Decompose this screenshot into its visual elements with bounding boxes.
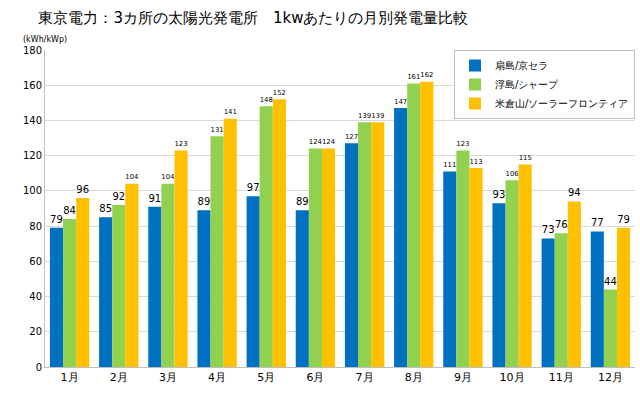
svg-text:6月: 6月 bbox=[306, 371, 324, 384]
svg-text:92: 92 bbox=[112, 191, 125, 202]
svg-text:147: 147 bbox=[394, 98, 407, 106]
svg-text:131: 131 bbox=[211, 126, 224, 134]
svg-text:89: 89 bbox=[296, 196, 309, 207]
svg-text:104: 104 bbox=[125, 173, 138, 181]
svg-text:米倉山/ソーラーフロンティア: 米倉山/ソーラーフロンティア bbox=[495, 98, 628, 109]
svg-text:1月: 1月 bbox=[61, 371, 79, 384]
svg-text:85: 85 bbox=[99, 203, 112, 214]
svg-text:(kWh/kWp): (kWh/kWp) bbox=[23, 35, 67, 44]
svg-text:162: 162 bbox=[420, 71, 433, 79]
svg-text:2月: 2月 bbox=[110, 371, 128, 384]
svg-text:扇島/京セラ: 扇島/京セラ bbox=[495, 60, 548, 71]
svg-text:3月: 3月 bbox=[159, 371, 177, 384]
svg-text:79: 79 bbox=[50, 214, 63, 225]
svg-text:93: 93 bbox=[493, 189, 506, 200]
svg-text:148: 148 bbox=[260, 96, 273, 104]
svg-text:127: 127 bbox=[345, 133, 358, 141]
svg-text:5月: 5月 bbox=[257, 371, 275, 384]
svg-text:115: 115 bbox=[519, 154, 532, 162]
svg-text:8月: 8月 bbox=[405, 371, 423, 384]
svg-text:124: 124 bbox=[322, 138, 335, 146]
svg-text:73: 73 bbox=[542, 224, 555, 235]
svg-text:160: 160 bbox=[23, 80, 42, 91]
svg-text:113: 113 bbox=[469, 158, 482, 166]
svg-text:96: 96 bbox=[76, 184, 89, 195]
svg-text:89: 89 bbox=[198, 196, 211, 207]
svg-text:180: 180 bbox=[23, 45, 42, 56]
svg-text:161: 161 bbox=[407, 73, 420, 81]
svg-text:44: 44 bbox=[604, 276, 617, 287]
svg-text:120: 120 bbox=[23, 150, 42, 161]
svg-text:東京電力：3カ所の太陽光発電所 1kwあたりの月別発電量比較: 東京電力：3カ所の太陽光発電所 1kwあたりの月別発電量比較 bbox=[38, 9, 468, 27]
svg-text:100: 100 bbox=[23, 185, 42, 196]
svg-text:94: 94 bbox=[568, 187, 581, 198]
svg-text:7月: 7月 bbox=[356, 371, 374, 384]
svg-text:84: 84 bbox=[63, 205, 76, 216]
svg-text:79: 79 bbox=[617, 214, 630, 225]
svg-text:4月: 4月 bbox=[208, 371, 226, 384]
svg-text:152: 152 bbox=[273, 89, 286, 97]
svg-text:40: 40 bbox=[29, 291, 42, 302]
svg-text:11月: 11月 bbox=[549, 371, 574, 384]
svg-text:123: 123 bbox=[174, 140, 187, 148]
svg-text:9月: 9月 bbox=[454, 371, 472, 384]
svg-text:20: 20 bbox=[29, 326, 42, 337]
svg-text:97: 97 bbox=[247, 182, 260, 193]
svg-text:104: 104 bbox=[161, 173, 174, 181]
svg-text:0: 0 bbox=[36, 362, 42, 373]
svg-text:106: 106 bbox=[506, 170, 519, 178]
svg-text:123: 123 bbox=[456, 140, 469, 148]
svg-text:60: 60 bbox=[29, 256, 42, 267]
svg-text:10月: 10月 bbox=[500, 371, 525, 384]
svg-text:80: 80 bbox=[29, 221, 42, 232]
svg-text:77: 77 bbox=[591, 217, 604, 228]
svg-text:浮島/シャープ: 浮島/シャープ bbox=[495, 79, 559, 90]
svg-text:139: 139 bbox=[371, 112, 384, 120]
svg-text:140: 140 bbox=[23, 115, 42, 126]
svg-text:91: 91 bbox=[148, 193, 161, 204]
svg-text:141: 141 bbox=[224, 108, 237, 116]
svg-text:76: 76 bbox=[555, 219, 568, 230]
svg-text:111: 111 bbox=[443, 161, 456, 169]
svg-text:124: 124 bbox=[309, 138, 322, 146]
svg-text:12月: 12月 bbox=[598, 371, 623, 384]
svg-text:139: 139 bbox=[358, 112, 371, 120]
